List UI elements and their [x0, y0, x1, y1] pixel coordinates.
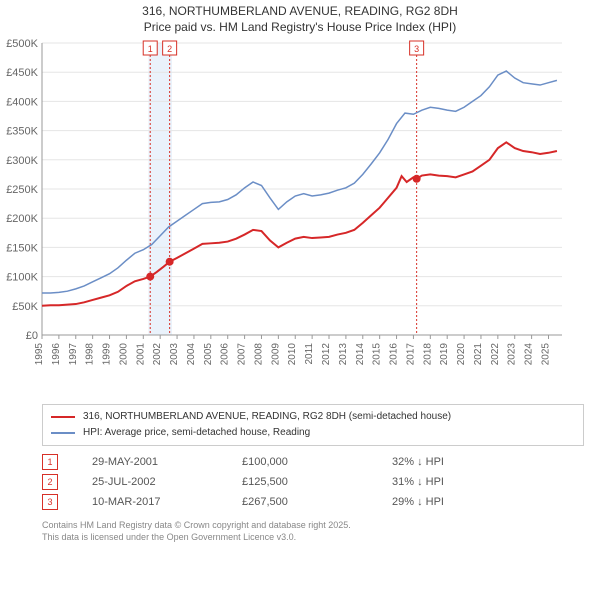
event-marker-label: 3: [414, 44, 419, 54]
sale-marker: 1: [42, 454, 58, 470]
sale-delta: 31% ↓ HPI: [392, 476, 522, 488]
x-tick-label: 2018: [422, 343, 433, 366]
x-tick-label: 2022: [490, 343, 501, 366]
legend-label-1: 316, NORTHUMBERLAND AVENUE, READING, RG2…: [83, 409, 451, 425]
sales-table: 1 29-MAY-2001 £100,000 32% ↓ HPI 2 25-JUL-200…: [42, 454, 584, 510]
x-tick-label: 1999: [102, 343, 113, 366]
y-tick-label: £350K: [6, 126, 38, 138]
y-tick-label: £150K: [6, 243, 38, 255]
y-tick-label: £50K: [12, 301, 38, 313]
y-tick-label: £0: [26, 330, 38, 342]
line-chart: £0 £50K £100K £150K £200K £250K £300K £350K £400…: [0, 35, 570, 375]
title-line-1: 316, NORTHUMBERLAND AVENUE, READING, RG2…: [142, 4, 458, 18]
y-tick-label: £250K: [6, 184, 38, 196]
x-tick-label: 2002: [152, 343, 163, 366]
x-tick-label: 2013: [338, 343, 349, 366]
x-tick-label: 2010: [287, 343, 298, 366]
sale-delta: 32% ↓ HPI: [392, 456, 522, 468]
legend: 316, NORTHUMBERLAND AVENUE, READING, RG2…: [42, 404, 584, 446]
y-tick-label: £300K: [6, 155, 38, 167]
legend-label-2: HPI: Average price, semi-detached house,…: [83, 425, 310, 441]
x-tick-label: 2023: [507, 343, 518, 366]
title-line-2: Price paid vs. HM Land Registry's House …: [144, 20, 456, 34]
y-tick-label: £200K: [6, 213, 38, 225]
x-tick-label: 2017: [405, 343, 416, 366]
x-tick-label: 1997: [68, 343, 79, 366]
footnote: Contains HM Land Registry data © Crown c…: [42, 520, 584, 543]
series-hpi: [42, 71, 557, 293]
x-tick-label: 2015: [372, 343, 383, 366]
x-tick-label: 2004: [186, 343, 197, 366]
x-tick-label: 1995: [34, 343, 45, 366]
x-tick-label: 2016: [389, 343, 400, 366]
x-tick-label: 2009: [270, 343, 281, 366]
event-marker-label: 2: [167, 44, 172, 54]
x-tick-label: 2007: [237, 343, 248, 366]
sale-date: 29-MAY-2001: [92, 456, 222, 468]
y-tick-label: £100K: [6, 272, 38, 284]
x-tick-label: 2011: [304, 343, 315, 365]
sale-date: 10-MAR-2017: [92, 496, 222, 508]
x-tick-label: 2003: [169, 343, 180, 366]
x-tick-label: 2021: [473, 343, 484, 366]
x-tick-label: 2020: [456, 343, 467, 366]
legend-row-1: 316, NORTHUMBERLAND AVENUE, READING, RG2…: [51, 409, 575, 425]
sale-price: £125,500: [242, 476, 372, 488]
x-tick-label: 2025: [540, 343, 551, 366]
sale-marker: 3: [42, 494, 58, 510]
y-tick-label: £450K: [6, 67, 38, 79]
chart-title: 316, NORTHUMBERLAND AVENUE, READING, RG2…: [0, 0, 600, 35]
x-tick-label: 2006: [220, 343, 231, 366]
x-tick-label: 1996: [51, 343, 62, 366]
x-tick-label: 2024: [524, 343, 535, 366]
series-price_paid: [42, 142, 557, 306]
sale-price: £100,000: [242, 456, 372, 468]
sale-date: 25-JUL-2002: [92, 476, 222, 488]
y-tick-label: £400K: [6, 97, 38, 109]
footnote-line-2: This data is licensed under the Open Gov…: [42, 532, 296, 542]
sale-delta: 29% ↓ HPI: [392, 496, 522, 508]
x-tick-label: 2012: [321, 343, 332, 366]
sale-marker: 2: [42, 474, 58, 490]
x-tick-label: 2014: [355, 343, 366, 366]
x-tick-label: 1998: [85, 343, 96, 366]
x-tick-label: 2000: [118, 343, 129, 366]
legend-swatch-1: [51, 416, 75, 418]
x-tick-label: 2005: [203, 343, 214, 366]
legend-swatch-2: [51, 432, 75, 434]
x-tick-label: 2008: [253, 343, 264, 366]
legend-row-2: HPI: Average price, semi-detached house,…: [51, 425, 575, 441]
footnote-line-1: Contains HM Land Registry data © Crown c…: [42, 520, 351, 530]
x-tick-label: 2019: [439, 343, 450, 366]
series-marker: [146, 273, 154, 281]
series-marker: [166, 258, 174, 266]
chart-container: 316, NORTHUMBERLAND AVENUE, READING, RG2…: [0, 0, 600, 400]
series-marker: [413, 175, 421, 183]
y-tick-label: £500K: [6, 38, 38, 50]
x-tick-label: 2001: [135, 343, 146, 366]
sale-price: £267,500: [242, 496, 372, 508]
event-marker-label: 1: [148, 44, 153, 54]
